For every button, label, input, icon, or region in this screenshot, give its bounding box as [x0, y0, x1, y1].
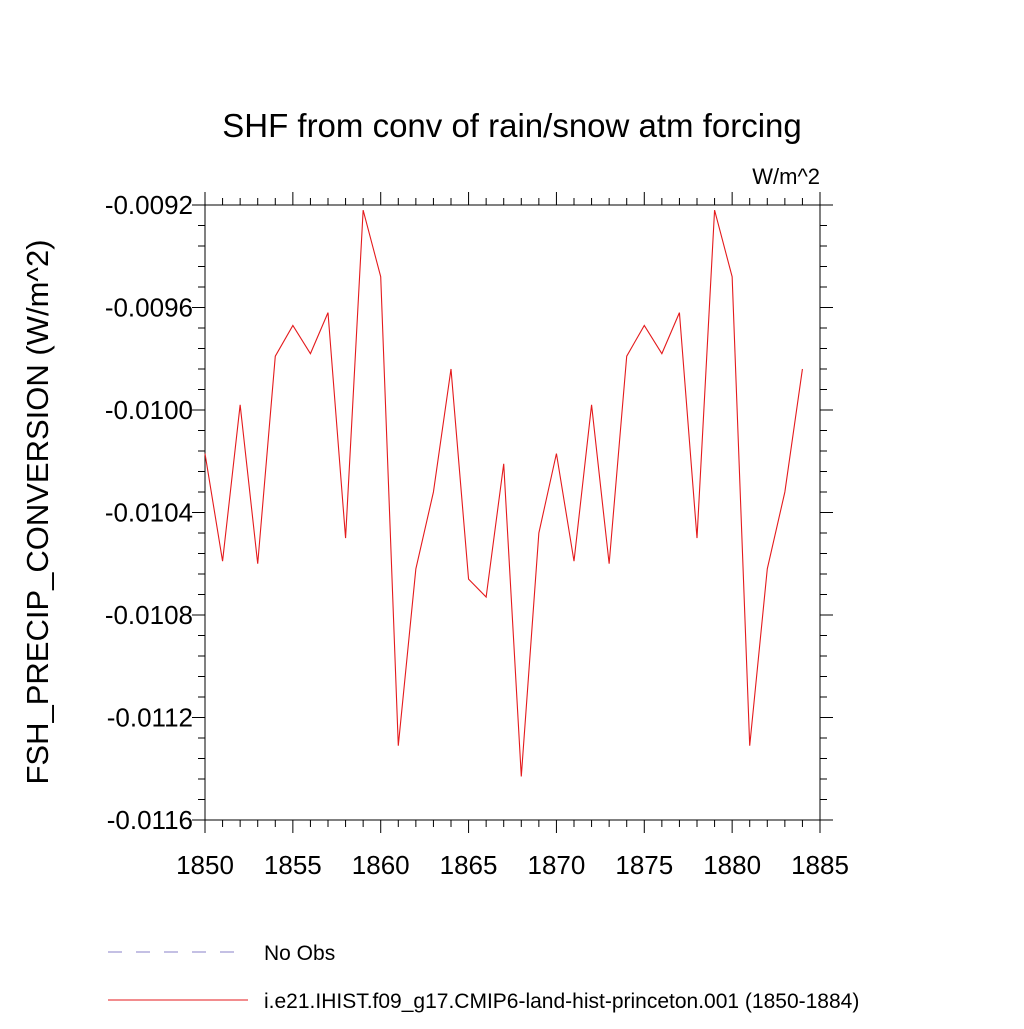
legend-label: No Obs [264, 942, 335, 965]
plot-series [204, 209, 803, 777]
x-tick-label: 1875 [615, 850, 673, 880]
x-tick-label: 1860 [352, 850, 410, 880]
plot-axes: 1850 1855 1860 1865 1870 1875 1880 1885 -0.0092 -… [105, 190, 849, 880]
x-tick-label: 1855 [264, 850, 322, 880]
x-tick-label: 1880 [703, 850, 761, 880]
units-label: W/m^2 [752, 164, 820, 189]
chart-title: SHF from conv of rain/snow atm forcing [222, 107, 802, 144]
y-tick-label: -0.0096 [105, 293, 193, 323]
series-line [204, 209, 803, 777]
y-tick-label: -0.0104 [105, 498, 193, 528]
x-tick-label: 1865 [440, 850, 498, 880]
x-tick-label: 1885 [791, 850, 849, 880]
y-axis-label: FSH_PRECIP_CONVERSION (W/m^2) [20, 239, 55, 784]
x-tick-label: 1870 [528, 850, 586, 880]
y-tick-label: -0.0100 [105, 395, 193, 425]
y-tick-label: -0.0092 [105, 190, 193, 220]
y-tick-label: -0.0108 [105, 600, 193, 630]
legend-label: i.e21.IHIST.f09_g17.CMIP6-land-hist-prin… [264, 990, 859, 1013]
y-tick-label: -0.0112 [107, 703, 193, 733]
legend: No Obs i.e21.IHIST.f09_g17.CMIP6-land-his… [108, 942, 859, 1013]
plot-frame [204, 204, 821, 821]
x-tick-label: 1850 [176, 850, 234, 880]
y-tick-label: -0.0116 [107, 805, 193, 835]
